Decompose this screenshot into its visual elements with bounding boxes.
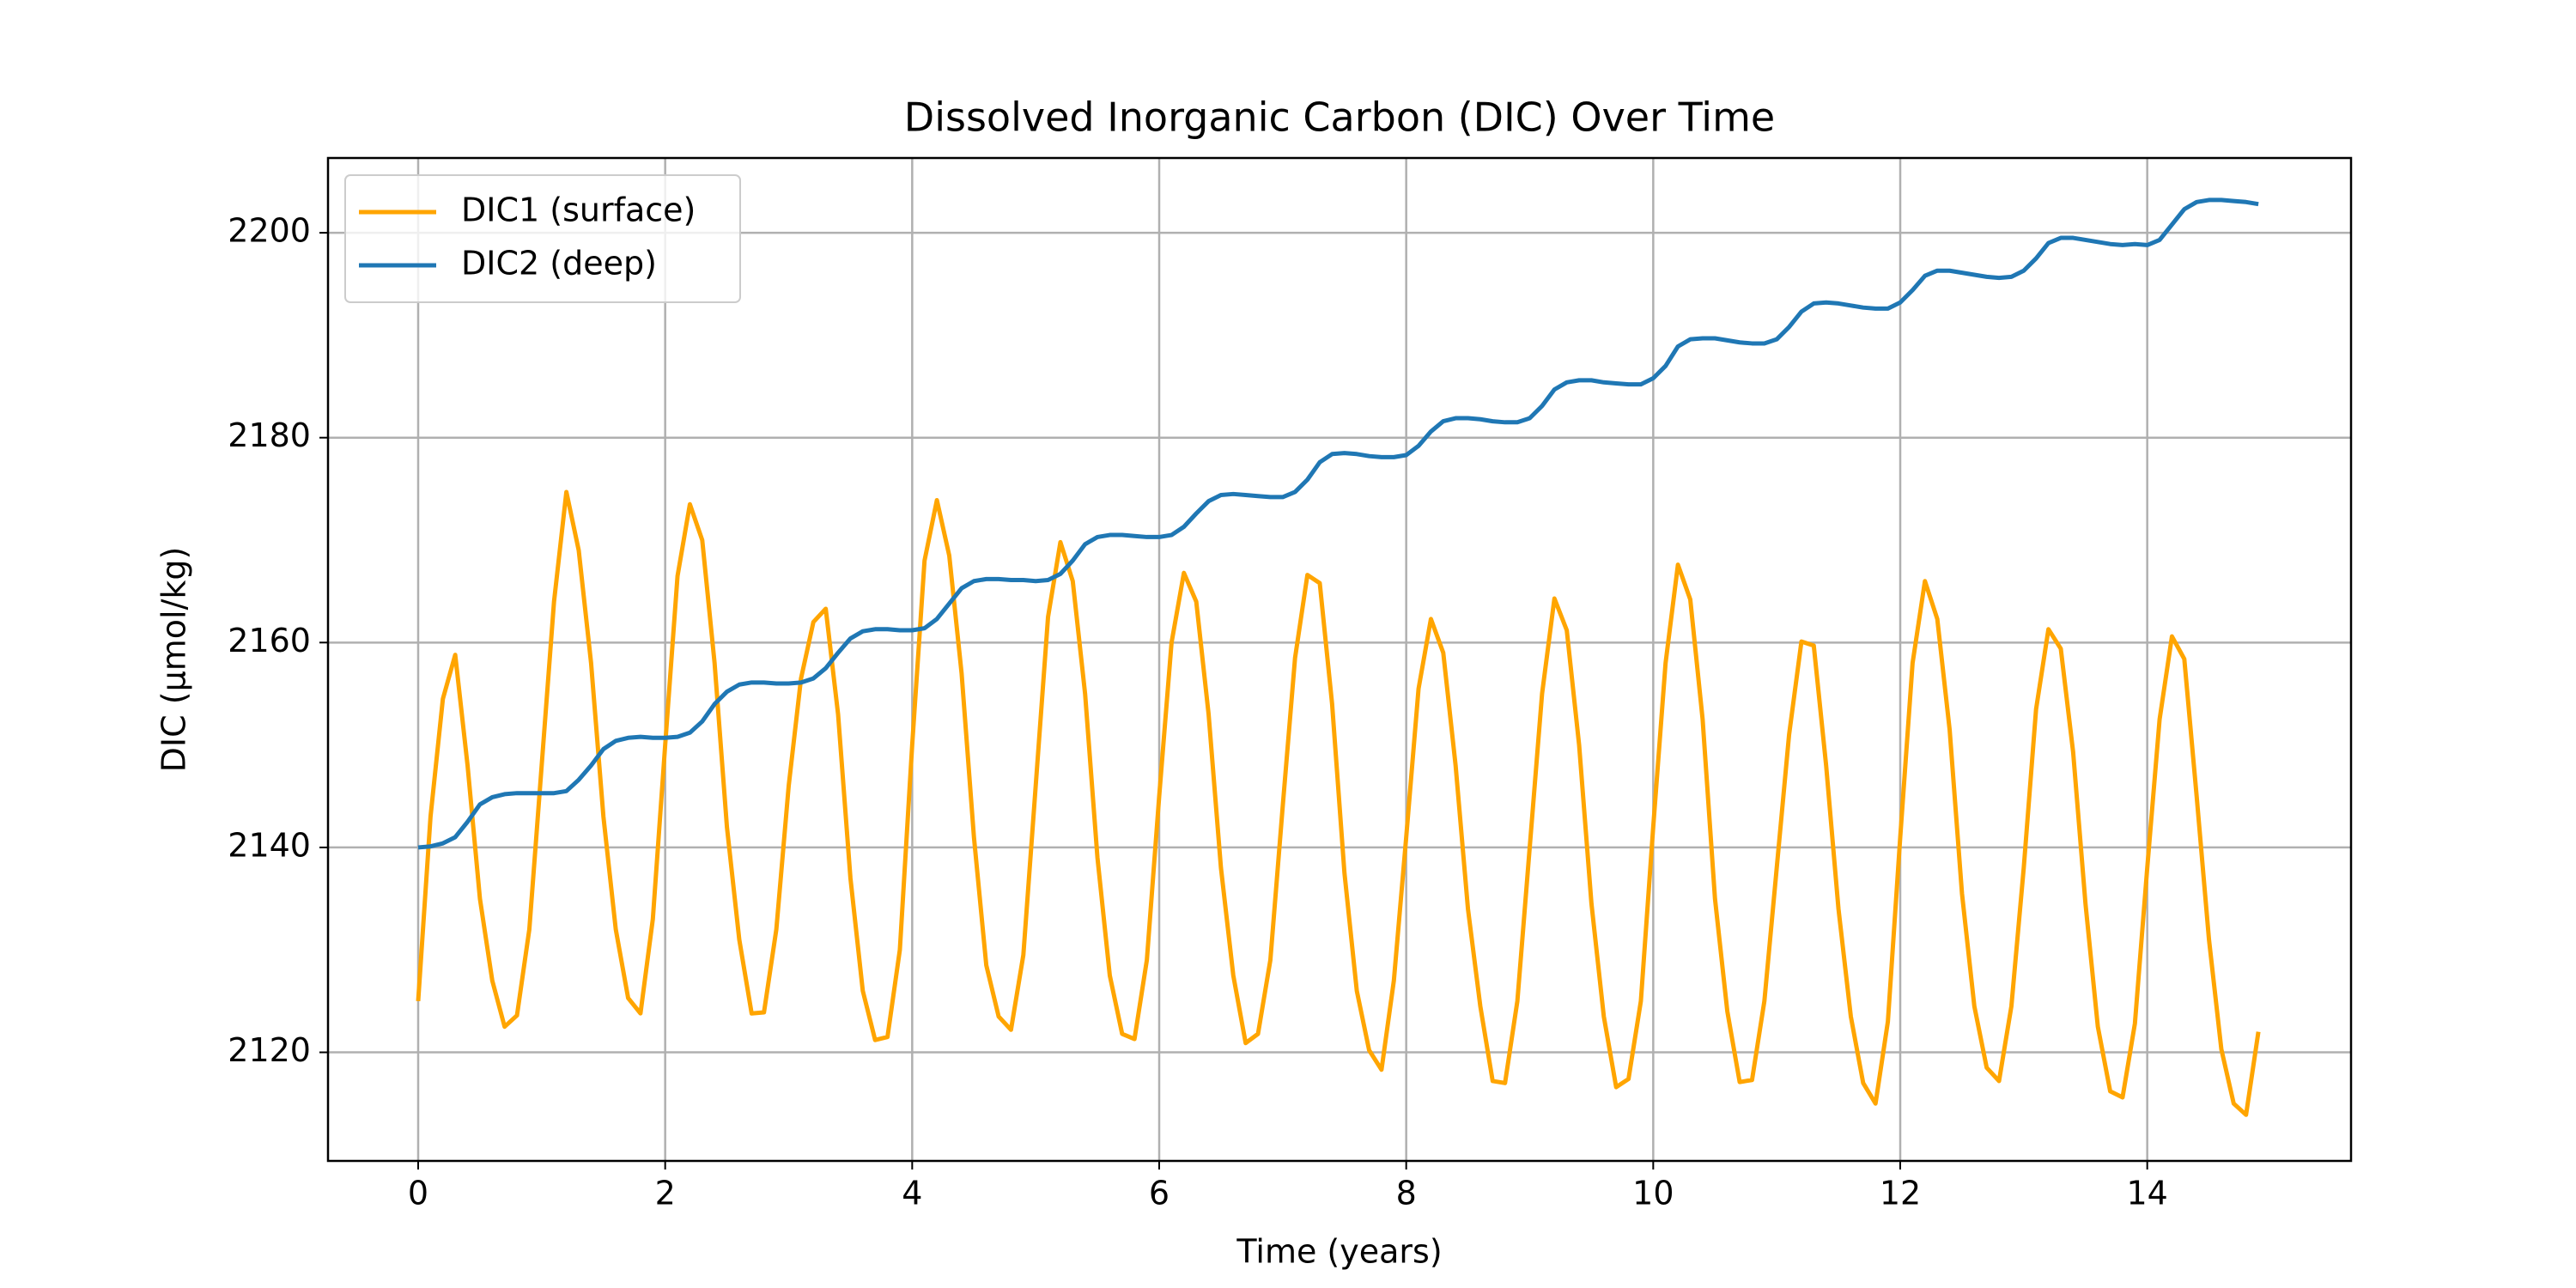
chart-title: Dissolved Inorganic Carbon (DIC) Over Ti… bbox=[904, 94, 1775, 141]
legend: DIC1 (surface) DIC2 (deep) bbox=[344, 174, 741, 303]
plot-frame bbox=[326, 156, 2353, 1163]
x-tick-label: 10 bbox=[1632, 1175, 1674, 1212]
x-tick-label: 6 bbox=[1149, 1175, 1170, 1212]
y-tick-label: 2180 bbox=[228, 416, 311, 454]
x-tick-label: 2 bbox=[655, 1175, 676, 1212]
y-tick-label: 2200 bbox=[228, 212, 311, 250]
x-tick-label: 12 bbox=[1880, 1175, 1921, 1212]
series-line bbox=[416, 489, 2261, 1117]
legend-label: DIC2 (deep) bbox=[461, 245, 657, 283]
x-tick-label: 4 bbox=[902, 1175, 922, 1212]
y-tick-label: 2160 bbox=[228, 622, 311, 659]
series-line bbox=[417, 197, 2259, 850]
x-tick-label: 0 bbox=[408, 1175, 428, 1212]
x-tick-label: 14 bbox=[2126, 1175, 2167, 1212]
y-tick-label: 2120 bbox=[228, 1031, 311, 1069]
legend-label: DIC1 (surface) bbox=[461, 191, 696, 229]
y-tick-label: 2140 bbox=[228, 826, 311, 864]
legend-box bbox=[344, 174, 741, 303]
x-tick-label: 8 bbox=[1396, 1175, 1417, 1212]
y-axis-label: DIC (µmol/kg) bbox=[155, 547, 193, 773]
x-axis-label: Time (years) bbox=[1236, 1233, 1442, 1271]
